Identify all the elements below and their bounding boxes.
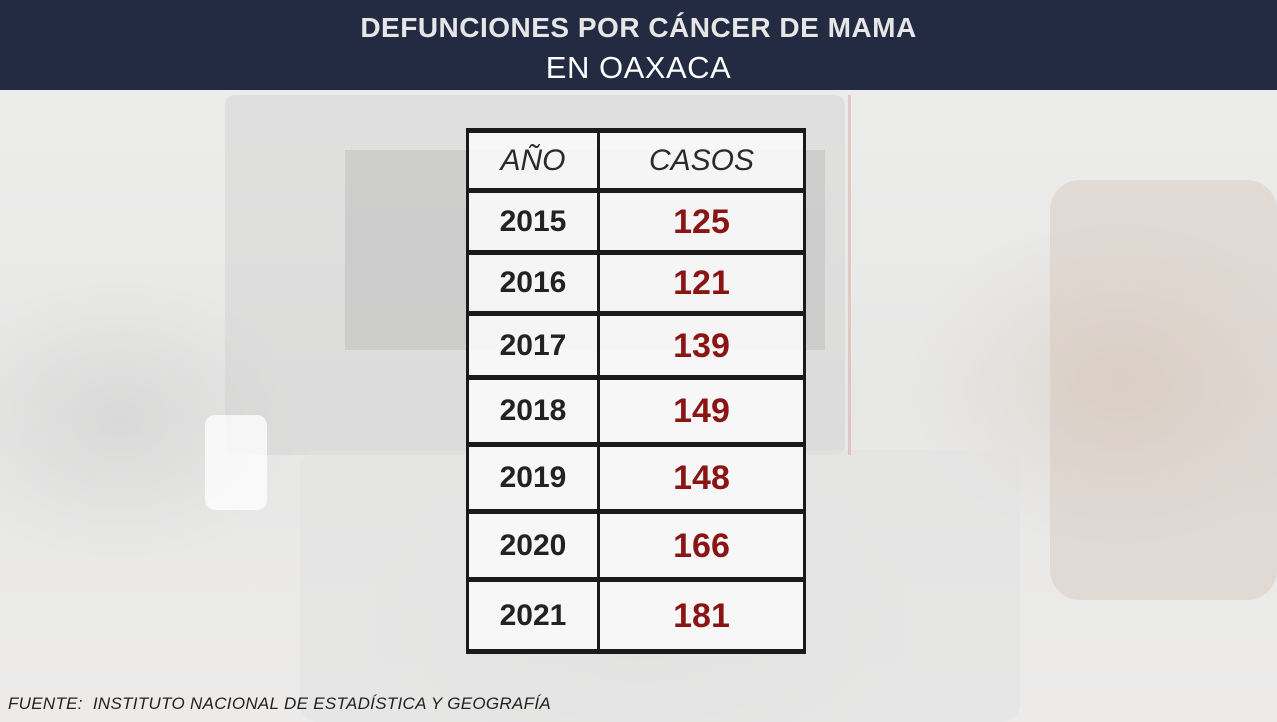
cases-cell: 139 [673, 326, 730, 365]
page-subtitle: EN OAXACA [545, 50, 732, 85]
cases-cell: 181 [673, 596, 730, 635]
table-rule [466, 577, 806, 582]
page-title: DEFUNCIONES POR CÁNCER DE MAMA [360, 12, 917, 43]
year-cell: 2016 [499, 266, 567, 299]
table-rule [466, 128, 806, 133]
year-cell: 2015 [499, 204, 567, 238]
table-rule [466, 375, 806, 380]
table-rule [466, 509, 806, 514]
cases-cell: 149 [673, 392, 730, 430]
column-header-year: AÑO [500, 143, 566, 177]
year-cell: 2018 [499, 394, 567, 427]
table-rule [466, 250, 806, 255]
background-cable [848, 95, 851, 455]
table-rule [466, 649, 806, 654]
cases-cell: 121 [673, 264, 730, 302]
cases-cell: 166 [673, 526, 730, 565]
cases-cell: 125 [673, 202, 730, 241]
year-cell: 2020 [499, 528, 567, 562]
background-person [1050, 180, 1277, 600]
column-header-cases: CASOS [648, 143, 755, 177]
background-bottle [205, 415, 267, 510]
table-rule [466, 311, 806, 316]
cases-cell: 148 [673, 459, 730, 497]
table-rule [466, 188, 806, 193]
source-credit: FUENTE: INSTITUTO NACIONAL DE ESTADÍSTIC… [8, 694, 551, 713]
title-banner: DEFUNCIONES POR CÁNCER DE MAMA EN OAXACA [0, 0, 1277, 90]
data-table [466, 128, 806, 654]
year-cell: 2021 [499, 598, 567, 632]
year-cell: 2019 [499, 461, 567, 494]
year-cell: 2017 [499, 328, 567, 362]
table-column-divider [597, 128, 600, 654]
table-rule [466, 442, 806, 447]
